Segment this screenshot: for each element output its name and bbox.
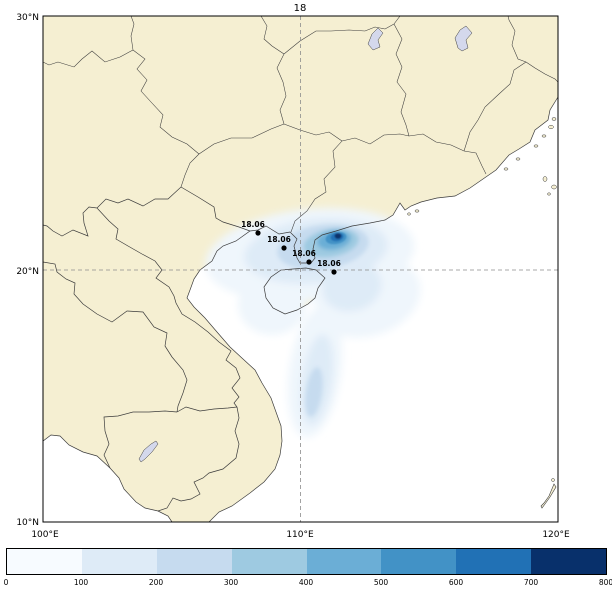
- colorbar: [6, 548, 607, 575]
- island: [548, 124, 554, 130]
- island: [407, 212, 411, 216]
- lon-tick-120e: 120°E: [542, 530, 570, 540]
- colorbar-tick-label: 600: [448, 578, 464, 587]
- island: [551, 478, 555, 482]
- lake-dongting: [367, 27, 384, 51]
- island: [515, 157, 521, 161]
- lon-tick-110e: 110°E: [286, 530, 314, 540]
- colorbar-ticks: 0 100 200 300 400 500 600 700 800: [0, 578, 612, 592]
- colorbar-segment: [531, 549, 606, 574]
- colorbar-segment: [231, 549, 307, 574]
- precip-blob: [238, 275, 306, 335]
- island: [551, 117, 557, 121]
- colorbar-segment: [456, 549, 532, 574]
- track-point-dot: [306, 259, 312, 265]
- lake-tonle-sap: [138, 440, 159, 463]
- track-label: 18.06: [292, 249, 316, 258]
- colorbar-tick-label: 500: [373, 578, 389, 587]
- lat-tick-30n: 30°N: [16, 13, 39, 23]
- lakes: [138, 25, 473, 463]
- track-label: 18.06: [267, 235, 291, 244]
- island: [541, 134, 547, 138]
- colorbar-tick-label: 700: [523, 578, 539, 587]
- island: [533, 144, 539, 148]
- track-point-dot: [255, 230, 261, 236]
- precip-blob: [305, 367, 323, 417]
- precip-blob: [322, 262, 382, 312]
- map-frame: [42, 15, 559, 523]
- precip-core-layers: [325, 231, 347, 245]
- island: [542, 176, 548, 182]
- colorbar-segment: [381, 549, 457, 574]
- lake-poyang: [454, 25, 473, 52]
- lon-tick-100e: 100°E: [31, 530, 59, 540]
- colorbar-tick-label: 100: [73, 578, 89, 587]
- colorbar-tick-label: 200: [148, 578, 164, 587]
- country-borders: [43, 186, 251, 512]
- island: [414, 209, 420, 213]
- colorbar-tick-label: 300: [223, 578, 239, 587]
- colorbar-segment: [81, 549, 157, 574]
- colorbar-segment: [7, 549, 82, 574]
- figure-title: 18: [294, 3, 307, 14]
- track-point-dot: [281, 245, 287, 251]
- track-point-dot: [331, 269, 337, 275]
- colorbar-tick-label: 400: [298, 578, 314, 587]
- island: [551, 184, 557, 190]
- colorbar-tick-label: 0: [3, 578, 9, 587]
- colorbar-tick-label: 800: [598, 578, 612, 587]
- island: [503, 167, 509, 171]
- lat-tick-10n: 10°N: [16, 518, 39, 528]
- island: [547, 192, 551, 196]
- province-borders: [43, 16, 558, 233]
- precip-core: [334, 233, 342, 239]
- track-label: 18.06: [241, 220, 265, 229]
- colorbar-segment: [306, 549, 382, 574]
- track-label: 18.06: [317, 259, 341, 268]
- colorbar-segment: [156, 549, 232, 574]
- lat-tick-20n: 20°N: [16, 267, 39, 277]
